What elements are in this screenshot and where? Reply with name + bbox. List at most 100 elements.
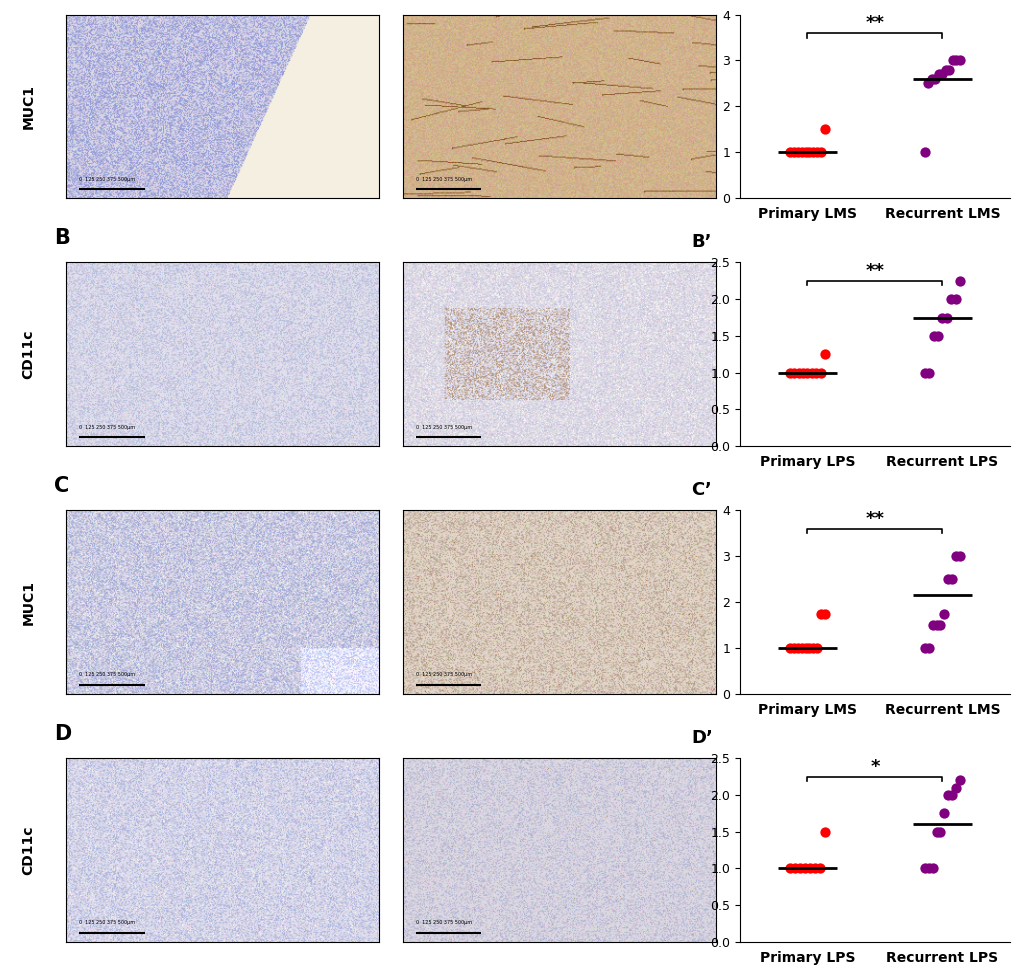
- Point: [916, 145, 932, 160]
- Point: [791, 860, 807, 876]
- Point: [919, 76, 935, 91]
- Point: [933, 310, 950, 325]
- Text: 0  125 250 375 500μm: 0 125 250 375 500μm: [416, 921, 472, 925]
- Point: [801, 860, 817, 876]
- Text: MUC1: MUC1: [21, 580, 36, 624]
- Point: [812, 365, 828, 381]
- Text: B’: B’: [691, 233, 711, 251]
- Text: 0  125 250 375 500μm: 0 125 250 375 500μm: [78, 921, 135, 925]
- Text: **: **: [864, 510, 883, 528]
- Point: [920, 365, 936, 381]
- Point: [916, 365, 932, 381]
- Point: [947, 291, 963, 307]
- Point: [785, 640, 801, 655]
- Point: [920, 640, 936, 655]
- Point: [781, 365, 797, 381]
- Point: [812, 606, 828, 621]
- Point: [951, 52, 967, 68]
- Point: [781, 860, 797, 876]
- Point: [796, 860, 812, 876]
- Text: **: **: [864, 262, 883, 280]
- Point: [923, 618, 940, 633]
- Point: [931, 618, 948, 633]
- Point: [923, 71, 940, 86]
- Point: [807, 365, 823, 381]
- Point: [793, 145, 809, 160]
- Point: [808, 145, 824, 160]
- Point: [926, 71, 943, 86]
- Point: [799, 365, 815, 381]
- Point: [811, 860, 827, 876]
- Text: MUC1: MUC1: [21, 84, 36, 129]
- Point: [793, 640, 809, 655]
- Point: [785, 145, 801, 160]
- Text: 0  125 250 375 500μm: 0 125 250 375 500μm: [78, 424, 135, 429]
- Text: D’: D’: [691, 729, 712, 748]
- Text: 0  125 250 375 500μm: 0 125 250 375 500μm: [416, 673, 472, 678]
- Point: [801, 145, 817, 160]
- Text: 0  125 250 375 500μm: 0 125 250 375 500μm: [416, 424, 472, 429]
- Point: [929, 328, 946, 344]
- Point: [936, 62, 953, 78]
- Text: *: *: [869, 757, 878, 776]
- Point: [816, 824, 833, 840]
- Point: [944, 52, 960, 68]
- Point: [916, 860, 932, 876]
- Point: [927, 824, 944, 840]
- Point: [951, 773, 967, 788]
- Point: [789, 145, 805, 160]
- Point: [797, 145, 813, 160]
- Point: [943, 787, 959, 803]
- Point: [806, 860, 822, 876]
- Text: A’: A’: [691, 0, 710, 4]
- Point: [916, 640, 932, 655]
- Point: [924, 328, 941, 344]
- Point: [789, 640, 805, 655]
- Point: [929, 66, 946, 82]
- Point: [816, 347, 833, 362]
- Text: C: C: [54, 476, 69, 495]
- Point: [948, 52, 964, 68]
- Point: [951, 549, 967, 564]
- Point: [931, 824, 948, 840]
- Point: [790, 365, 806, 381]
- Point: [923, 860, 940, 876]
- Point: [927, 618, 944, 633]
- Point: [786, 365, 802, 381]
- Point: [947, 549, 963, 564]
- Point: [920, 860, 936, 876]
- Text: 0  125 250 375 500μm: 0 125 250 375 500μm: [78, 177, 135, 182]
- Point: [941, 62, 957, 78]
- Point: [812, 145, 828, 160]
- Point: [794, 365, 810, 381]
- Text: B: B: [54, 228, 69, 248]
- Point: [801, 640, 817, 655]
- Point: [940, 787, 956, 803]
- Point: [935, 806, 952, 821]
- Point: [781, 145, 797, 160]
- Text: D: D: [54, 723, 71, 744]
- Text: CD11c: CD11c: [21, 329, 36, 379]
- Point: [786, 860, 802, 876]
- Point: [781, 640, 797, 655]
- Point: [816, 606, 833, 621]
- Text: C’: C’: [691, 482, 711, 499]
- Point: [940, 572, 956, 587]
- Point: [804, 640, 820, 655]
- Point: [937, 310, 954, 325]
- Point: [797, 640, 813, 655]
- Point: [947, 780, 963, 795]
- Text: 0  125 250 375 500μm: 0 125 250 375 500μm: [416, 177, 472, 182]
- Point: [808, 640, 824, 655]
- Point: [803, 365, 819, 381]
- Point: [935, 606, 952, 621]
- Point: [942, 291, 958, 307]
- Point: [943, 572, 959, 587]
- Text: CD11c: CD11c: [21, 825, 36, 875]
- Point: [951, 273, 967, 288]
- Point: [804, 145, 820, 160]
- Text: **: **: [864, 14, 883, 32]
- Point: [816, 121, 833, 137]
- Point: [933, 66, 950, 82]
- Text: 0  125 250 375 500μm: 0 125 250 375 500μm: [78, 673, 135, 678]
